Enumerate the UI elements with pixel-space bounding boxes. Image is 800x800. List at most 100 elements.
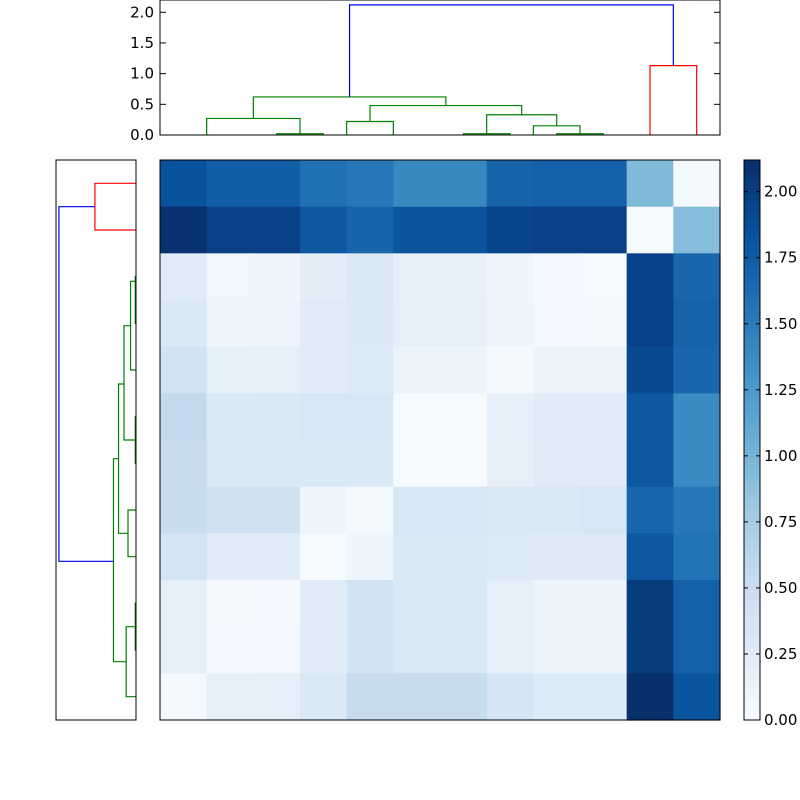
colorbar-segment-73 (744, 350, 760, 356)
heatmap-cell-r4-c9 (580, 346, 628, 394)
top-dendrogram-frame (159, 0, 721, 136)
colorbar-segment-95 (744, 240, 760, 246)
heatmap-cell-r11-c7 (486, 673, 534, 721)
colorbar-segment-24 (744, 595, 760, 601)
heatmap-cell-r0-c8 (533, 160, 581, 208)
colorbar-segment-36 (744, 535, 760, 541)
heatmap-cell-r5-c9 (580, 393, 628, 441)
colorbar-segment-12 (744, 655, 760, 661)
colorbar-segment-32 (744, 555, 760, 561)
heatmap-cell-r4-c7 (486, 346, 534, 394)
colorbar-segment-64 (744, 395, 760, 401)
colorbar-segment-57 (744, 430, 760, 436)
heatmap-cell-r9-c5 (393, 580, 441, 628)
heatmap-cell-r1-c4 (346, 206, 394, 254)
colorbar-segment-38 (744, 525, 760, 531)
colorbar-tick-label-5: 1.25 (764, 381, 797, 399)
top-dendrogram-ytick-label-4: 2.0 (130, 3, 154, 21)
heatmap-cell-r5-c4 (346, 393, 394, 441)
colorbar-segment-1 (744, 710, 760, 716)
colorbar-segment-16 (744, 635, 760, 641)
heatmap-cell-r7-c4 (346, 486, 394, 534)
colorbar-segment-41 (744, 510, 760, 516)
colorbar-segment-61 (744, 410, 760, 416)
heatmap-cell-r6-c7 (486, 440, 534, 488)
heatmap-cell-r2-c11 (673, 253, 721, 301)
heatmap-cell-r9-c4 (346, 580, 394, 628)
heatmap-cell-r8-c2 (253, 533, 301, 581)
heatmap-cell-r4-c5 (393, 346, 441, 394)
colorbar-tick-label-7: 1.75 (764, 249, 797, 267)
colorbar-segment-48 (744, 475, 760, 481)
colorbar: 0.00 0.25 0.50 0.75 1.00 1.25 1.50 1.75 2.00 (743, 159, 797, 729)
heatmap-cell-r2-c9 (580, 253, 628, 301)
colorbar-segment-34 (744, 545, 760, 551)
colorbar-segment-101 (744, 210, 760, 216)
colorbar-segment-56 (744, 435, 760, 441)
heatmap-cell-r8-c1 (206, 533, 254, 581)
top-dendrogram-link-2 (346, 120, 394, 135)
colorbar-segment-63 (744, 400, 760, 406)
colorbar-segment-21 (744, 610, 760, 616)
heatmap-cell-r5-c11 (673, 393, 721, 441)
colorbar-segment-47 (744, 480, 760, 486)
colorbar-segment-15 (744, 640, 760, 646)
top-dendrogram-ytick-label-3: 1.5 (130, 34, 154, 52)
heatmap-cell-r7-c8 (533, 486, 581, 534)
heatmap-cell-r8-c8 (533, 533, 581, 581)
colorbar-segment-98 (744, 225, 760, 231)
heatmap-cell-r8-c10 (626, 533, 674, 581)
top-dendrogram-ytick-label-0: 0.0 (130, 126, 154, 144)
colorbar-segment-69 (744, 370, 760, 376)
heatmap-frame (159, 159, 721, 721)
colorbar-segment-28 (744, 575, 760, 581)
heatmap-cell-r6-c2 (253, 440, 301, 488)
heatmap-cell-r5-c2 (253, 393, 301, 441)
colorbar-segment-3 (744, 700, 760, 706)
left-dendrogram-frame (55, 159, 137, 721)
colorbar-segment-29 (744, 570, 760, 576)
colorbar-segment-62 (744, 405, 760, 411)
colorbar-segment-84 (744, 295, 760, 301)
colorbar-segment-87 (744, 280, 760, 286)
colorbar-segment-102 (744, 205, 760, 211)
heatmap-cell-r2-c5 (393, 253, 441, 301)
colorbar-segment-70 (744, 365, 760, 371)
colorbar-segment-80 (744, 315, 760, 321)
heatmap-cell-r5-c8 (533, 393, 581, 441)
heatmap-cell-r4-c6 (440, 346, 488, 394)
colorbar-segment-81 (744, 310, 760, 316)
colorbar-segment-17 (744, 630, 760, 636)
heatmap-cell-r3-c2 (253, 300, 301, 348)
left-dendrogram-link-4 (123, 325, 136, 441)
top-dendrogram-link-1 (206, 117, 301, 135)
colorbar-segment-7 (744, 680, 760, 686)
colorbar-segment-40 (744, 515, 760, 521)
heatmap-cell-r0-c5 (393, 160, 441, 208)
heatmap-cell-r4-c3 (300, 346, 348, 394)
colorbar-segment-96 (744, 235, 760, 241)
colorbar-segment-67 (744, 380, 760, 386)
colorbar-segment-85 (744, 290, 760, 296)
heatmap-cell-r3-c0 (160, 300, 208, 348)
heatmap-cell-r5-c10 (626, 393, 674, 441)
heatmap-cell-r11-c2 (253, 673, 301, 721)
heatmap-cell-r9-c9 (580, 580, 628, 628)
heatmap-cell-r0-c0 (160, 160, 208, 208)
heatmap-cell-r5-c1 (206, 393, 254, 441)
heatmap-cell-r3-c7 (486, 300, 534, 348)
colorbar-segment-2 (744, 705, 760, 711)
colorbar-segment-74 (744, 345, 760, 351)
colorbar-segment-23 (744, 600, 760, 606)
heatmap-cell-r7-c9 (580, 486, 628, 534)
heatmap-cell-r8-c11 (673, 533, 721, 581)
heatmap-cell-r4-c0 (160, 346, 208, 394)
colorbar-segment-109 (744, 170, 760, 176)
heatmap-cell-r1-c3 (300, 206, 348, 254)
heatmap-cell-r7-c1 (206, 486, 254, 534)
colorbar-segment-9 (744, 670, 760, 676)
heatmap-cell-r9-c8 (533, 580, 581, 628)
heatmap-cell-r8-c3 (300, 533, 348, 581)
heatmap-cell-r8-c5 (393, 533, 441, 581)
heatmap-cell-r8-c4 (346, 533, 394, 581)
